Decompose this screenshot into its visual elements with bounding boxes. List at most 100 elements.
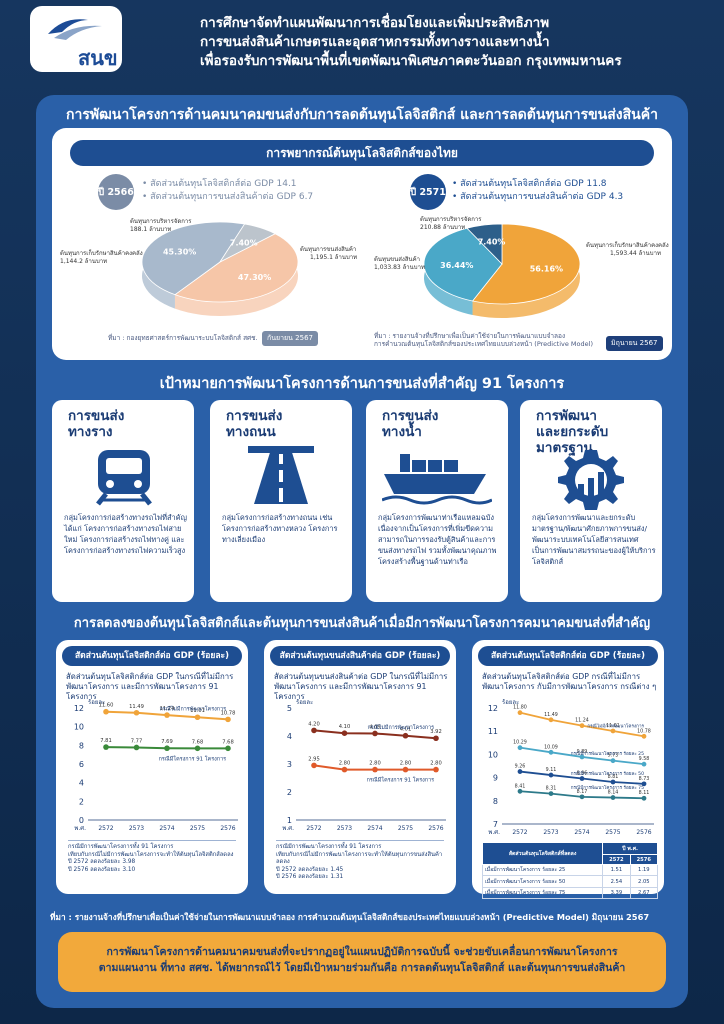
y-tick-label: 0 bbox=[79, 816, 84, 825]
slice-value: 1,033.83 ล้านบาท bbox=[374, 263, 425, 271]
table-row: เมื่อมีการพัฒนาโครงการ ร้อยละ 25 1.51 1.… bbox=[481, 863, 659, 877]
card-title-line: ทางถนน bbox=[226, 424, 276, 440]
data-point bbox=[579, 794, 585, 800]
data-label: 2.80 bbox=[369, 761, 381, 767]
data-label: 8.41 bbox=[515, 783, 526, 789]
otp-logo: สนข bbox=[30, 6, 122, 72]
series-name: กรณีมีโครงการ 91 โครงการ bbox=[159, 755, 227, 762]
data-point bbox=[133, 709, 140, 716]
table-header: 2572 bbox=[602, 854, 631, 865]
data-label: 4.20 bbox=[308, 721, 320, 727]
gear-growth-icon bbox=[558, 450, 624, 510]
card-title: การพัฒนา และยกระดับมาตรฐาน bbox=[536, 408, 662, 456]
pie-chart-2566: 47.30% 45.30% 7.40% bbox=[141, 221, 299, 317]
data-label: 11.49 bbox=[544, 712, 558, 718]
note-line: กรณีมีการพัฒนาโครงการทั้ง 91 โครงการ bbox=[68, 844, 174, 850]
data-point bbox=[133, 744, 140, 751]
table-cell: เมื่อมีการพัฒนาโครงการ ร้อยละ 25 bbox=[481, 863, 604, 877]
data-label: 11.49 bbox=[129, 704, 144, 710]
slice-value: 1,195.1 ล้านบาท bbox=[310, 253, 358, 261]
slice-label: ต้นทุนการขนส่งสินค้า 1,195.1 ล้านบาท bbox=[300, 246, 357, 261]
data-label: 9.73 bbox=[608, 753, 619, 759]
forecast-title: การพยากรณ์ต้นทุนโลจิสติกส์ของไทย bbox=[70, 140, 654, 166]
x-tick-label: 2575 bbox=[190, 825, 205, 832]
data-point bbox=[548, 772, 554, 778]
card-description: กลุ่มโครงการก่อสร้างทางรถไฟที่สำคัญ ได้แ… bbox=[64, 513, 187, 555]
table-cell: เมื่อมีการพัฒนาโครงการ ร้อยละ 75 bbox=[481, 886, 604, 900]
y-tick-label: 4 bbox=[79, 779, 84, 788]
y-tick-label: 12 bbox=[488, 704, 498, 713]
x-tick-label: 2572 bbox=[306, 825, 321, 832]
card-title-line: และยกระดับมาตรฐาน bbox=[536, 424, 609, 456]
data-label: 9.26 bbox=[515, 764, 526, 770]
card-title-line: การพัฒนา bbox=[536, 408, 597, 424]
logo-text: สนข bbox=[78, 46, 118, 70]
data-label: 10.78 bbox=[221, 710, 236, 716]
data-point bbox=[433, 735, 439, 742]
data-label: 9.11 bbox=[546, 767, 557, 773]
data-point bbox=[610, 779, 616, 785]
chart-title: สัดส่วนต้นทุนโลจิสติกส์ต่อ GDP (ร้อยละ) bbox=[62, 646, 242, 666]
data-label: 8.31 bbox=[546, 786, 557, 792]
chart-card-1: สัดส่วนต้นทุนโลจิสติกส์ต่อ GDP (ร้อยละ) … bbox=[56, 640, 248, 894]
note-line: เทียบกับกรณีไม่มีการพัฒนาโครงการจะทำให้ต… bbox=[276, 851, 443, 866]
card-title: การขนส่ง ทางน้ำ bbox=[382, 408, 438, 440]
data-point bbox=[517, 745, 523, 751]
data-point bbox=[372, 730, 378, 737]
data-label: 11.24 bbox=[575, 718, 589, 724]
y-tick-label: 8 bbox=[493, 797, 498, 806]
table-cell: 1.51 bbox=[602, 863, 631, 877]
data-label: 7.68 bbox=[222, 739, 234, 745]
data-label: 2.80 bbox=[400, 761, 412, 767]
data-label: 4.01 bbox=[400, 727, 412, 733]
table-cell: 1.19 bbox=[629, 863, 659, 877]
slice-value: 1,593.44 ล้านบาท bbox=[610, 249, 661, 257]
pie-percent-label: 47.30% bbox=[238, 273, 271, 282]
summary-box: การพัฒนาโครงการด้านคมนาคมขนส่งที่จะปรากฏ… bbox=[58, 932, 666, 992]
data-point bbox=[610, 758, 616, 764]
table-cell: เมื่อมีการพัฒนาโครงการ ร้อยละ 50 bbox=[481, 875, 604, 888]
note-line: ปี 2572 ลดลงร้อยละ 1.45 bbox=[276, 866, 344, 873]
x-axis-prefix: พ.ศ. bbox=[488, 829, 500, 836]
y-tick-label: 8 bbox=[79, 741, 84, 750]
data-point bbox=[641, 733, 647, 739]
y-tick-label: 2 bbox=[287, 788, 292, 797]
source-line: ที่มา : รายงานจ้างที่ปรึกษาเพื่อเป็นค่าใ… bbox=[374, 332, 566, 340]
pie-percent-label: 56.16% bbox=[530, 264, 563, 273]
slice-value: 1,144.2 ล้านบาท bbox=[60, 257, 108, 265]
data-label: 2.95 bbox=[308, 756, 320, 762]
y-tick-label: 1 bbox=[287, 816, 292, 825]
chart-title: สัดส่วนต้นทุนโลจิสติกส์ต่อ GDP (ร้อยละ) bbox=[478, 646, 658, 666]
data-point bbox=[402, 766, 409, 773]
y-tick-label: 5 bbox=[287, 704, 292, 713]
line-chart: ร้อยละ 7 8 9 10 11 12 พ.ศ. 2572 2573 2574 2575 2576 1… bbox=[488, 699, 654, 836]
series-name: กรณีไม่มีการพัฒนาโครงการ bbox=[367, 724, 434, 731]
data-label: 10.78 bbox=[637, 728, 651, 734]
data-label: 2.80 bbox=[339, 761, 351, 767]
data-label: 7.81 bbox=[100, 738, 112, 744]
table-cell: 2.67 bbox=[629, 886, 659, 900]
section3-title: การลดลงของต้นทุนโลจิสติกส์และต้นทุนการขน… bbox=[73, 616, 651, 631]
line-chart: ร้อยละ 0 2 4 6 8 10 12 พ.ศ. 2572 2573 2574 2575 2576 1… bbox=[74, 699, 238, 832]
data-point bbox=[579, 754, 585, 760]
summary-line: ตามแผนงาน ที่ทาง สศช. ได้พยากรณ์ไว้ โดยม… bbox=[98, 962, 626, 974]
bullet: • สัดส่วนต้นทุนการขนส่งสินค้าต่อ GDP 6.7 bbox=[142, 192, 314, 202]
data-point bbox=[194, 714, 201, 721]
data-label: 8.11 bbox=[639, 790, 650, 796]
source-note: ที่มา : รายงานจ้างที่ปรึกษาเพื่อเป็นค่าใ… bbox=[374, 332, 593, 348]
series-name: กรณีมีการพัฒนาโครงการ ร้อยละ 25 bbox=[571, 750, 644, 757]
data-label: 11.01 bbox=[606, 723, 620, 729]
slice-name: ต้นทุนการเก็บรักษาสินค้าคงคลัง bbox=[586, 242, 669, 249]
pie-percent-label: 36.44% bbox=[440, 261, 473, 270]
chart-note: กรณีมีการพัฒนาโครงการทั้ง 91 โครงการ เที… bbox=[68, 840, 236, 874]
data-point bbox=[103, 708, 109, 715]
page-title: การศึกษาจัดทำแผนพัฒนาการเชื่อมโยงและเพิ่… bbox=[200, 14, 710, 71]
data-point bbox=[641, 761, 647, 767]
card-title-line: การขนส่ง bbox=[68, 408, 125, 424]
year-badge: ปี 2566 bbox=[98, 174, 134, 210]
y-axis-label: ร้อยละ bbox=[88, 699, 105, 706]
slice-label: ต้นทุนขนส่งสินค้า 1,033.83 ล้านบาท bbox=[374, 256, 425, 271]
note-line: ปี 2576 ลดลงร้อยละ 3.10 bbox=[68, 866, 136, 873]
y-tick-label: 2 bbox=[79, 797, 84, 806]
right-bullets: • สัดส่วนต้นทุนโลจิสติกส์ต่อ GDP 11.8 • … bbox=[452, 178, 623, 204]
